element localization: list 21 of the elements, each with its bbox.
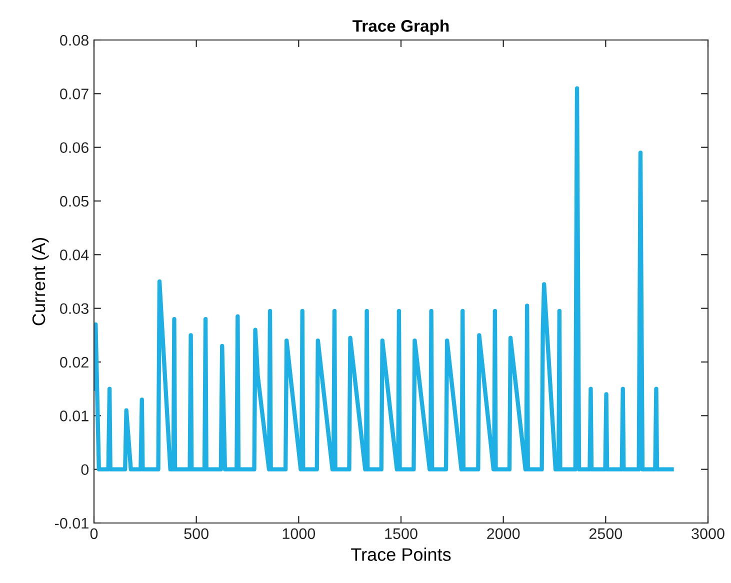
y-tick-label: 0.04 (60, 250, 89, 260)
y-tick-label: 0.01 (60, 410, 88, 422)
y-tick-label: 0.03 (60, 303, 88, 314)
y-tick-label: 0.05 (60, 196, 88, 207)
x-tick-label: 1000 (282, 528, 316, 540)
x-tick-label: 2000 (487, 528, 520, 540)
y-tick-label: 0.07 (60, 88, 88, 100)
x-tick-label: 1500 (385, 528, 418, 540)
y-tick-label: -0.01 (55, 518, 88, 529)
x-tick-label: 3000 (692, 528, 724, 540)
y-axis-title: Current (A) (32, 238, 49, 326)
line-series (94, 86, 674, 472)
chart-title: Trace Graph (352, 20, 449, 36)
y-tick-label: 0.08 (60, 34, 88, 46)
x-axis-title: Trace Points (351, 548, 451, 561)
x-tick-label: 2500 (589, 528, 622, 540)
y-tick-label: 0.06 (60, 142, 88, 154)
x-tick-label: 0 (90, 528, 98, 540)
y-tick-label: 0.02 (60, 356, 88, 368)
y-tick-label: 0 (81, 464, 89, 476)
x-tick-label: 500 (184, 528, 208, 540)
